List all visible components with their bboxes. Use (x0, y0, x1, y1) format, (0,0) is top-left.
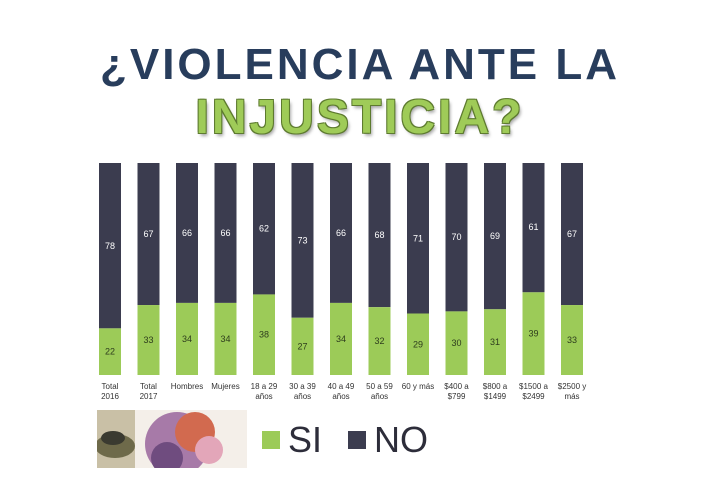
data-label-si-11: 39 (528, 329, 538, 339)
chart-title-line2: INJUSTICIA? (195, 91, 525, 144)
bar-si-10 (484, 309, 506, 375)
category-tick-label-8: 60 y más (402, 382, 434, 391)
category-tick-label-0: Total 2016 (101, 382, 119, 401)
legend-item-no: NO (348, 419, 428, 461)
data-label-no-2: 66 (182, 228, 192, 238)
bar-no-10 (484, 163, 506, 310)
bar-si-2 (176, 302, 198, 375)
data-label-si-1: 33 (143, 335, 153, 345)
category-tick-label-9: $400 a $799 (444, 382, 469, 401)
bar-no-7 (368, 163, 391, 308)
bar-no-0 (99, 163, 121, 329)
data-label-no-0: 78 (105, 241, 115, 251)
data-label-no-5: 73 (297, 235, 307, 245)
category-tick-label-1: Total 2017 (140, 382, 158, 401)
bar-si-11 (522, 292, 545, 375)
bar-si-8 (407, 313, 429, 375)
data-label-no-3: 66 (220, 228, 230, 238)
bar-no-12 (561, 163, 583, 306)
bar-no-1 (137, 163, 160, 306)
data-label-no-10: 69 (490, 231, 500, 241)
category-tick-label-10: $800 a $1499 (483, 382, 508, 401)
data-label-si-2: 34 (182, 334, 192, 344)
data-label-si-4: 38 (259, 330, 269, 340)
data-label-no-9: 70 (451, 232, 461, 242)
chart-svg: 78 22 Total 2016 67 33 Total 2017 66 34 Hombres 66 3… (99, 163, 586, 401)
category-tick-label-7: 50 a 59 años (366, 382, 393, 401)
data-label-no-8: 71 (413, 233, 423, 243)
bar-si-12 (561, 305, 583, 375)
bar-no-4 (253, 163, 275, 295)
data-label-si-10: 31 (490, 337, 500, 347)
bar-si-5 (291, 317, 314, 375)
legend-label-si: SI (288, 419, 323, 460)
category-tick-label-12: $2500 y más (558, 382, 586, 401)
category-tick-label-11: $1500 a $2499 (519, 382, 548, 401)
data-label-si-9: 30 (451, 338, 461, 348)
bar-si-7 (368, 307, 391, 375)
decorative-photo-icon (97, 410, 247, 468)
data-label-no-7: 68 (374, 230, 384, 240)
bar-si-1 (137, 305, 160, 375)
legend-swatch-no (348, 431, 367, 449)
data-label-no-12: 67 (567, 229, 577, 239)
stacked-bar-chart: 78 22 Total 2016 67 33 Total 2017 66 34 Hombres 66 3… (97, 155, 620, 465)
data-label-si-5: 27 (297, 341, 307, 351)
category-tick-label-3: Mujeres (211, 382, 239, 391)
data-label-no-6: 66 (336, 228, 346, 238)
data-label-si-0: 22 (105, 347, 115, 357)
legend-item-si: SI (262, 419, 322, 461)
bar-si-4 (253, 294, 275, 375)
category-tick-label-2: Hombres (171, 382, 203, 391)
legend-label-no: NO (374, 419, 429, 460)
bar-no-6 (330, 163, 352, 303)
category-tick-label-6: 40 a 49 años (328, 382, 355, 401)
bar-si-0 (99, 328, 121, 375)
data-label-no-4: 62 (259, 223, 269, 233)
bar-si-3 (214, 302, 237, 375)
data-label-no-11: 61 (528, 222, 538, 232)
data-label-no-1: 67 (143, 229, 153, 239)
legend-swatch-si (262, 431, 280, 449)
data-label-si-3: 34 (220, 334, 230, 344)
bar-no-11 (522, 163, 545, 293)
bar-si-9 (445, 311, 468, 375)
data-label-si-8: 29 (413, 339, 423, 349)
data-label-si-12: 33 (567, 335, 577, 345)
category-tick-label-4: 18 a 29 años (251, 382, 278, 401)
bar-no-8 (407, 163, 429, 314)
chart-legend: SI NO (262, 418, 454, 462)
data-label-si-7: 32 (374, 336, 384, 346)
bar-si-6 (330, 302, 352, 375)
bar-no-3 (214, 163, 237, 303)
decorative-image (97, 410, 247, 468)
bar-no-9 (445, 163, 468, 312)
bar-no-2 (176, 163, 198, 303)
chart-title-line1: ¿VIOLENCIA ANTE LA (99, 40, 621, 89)
data-label-si-6: 34 (336, 334, 346, 344)
category-tick-label-5: 30 a 39 años (289, 382, 316, 401)
bar-no-5 (291, 163, 314, 318)
